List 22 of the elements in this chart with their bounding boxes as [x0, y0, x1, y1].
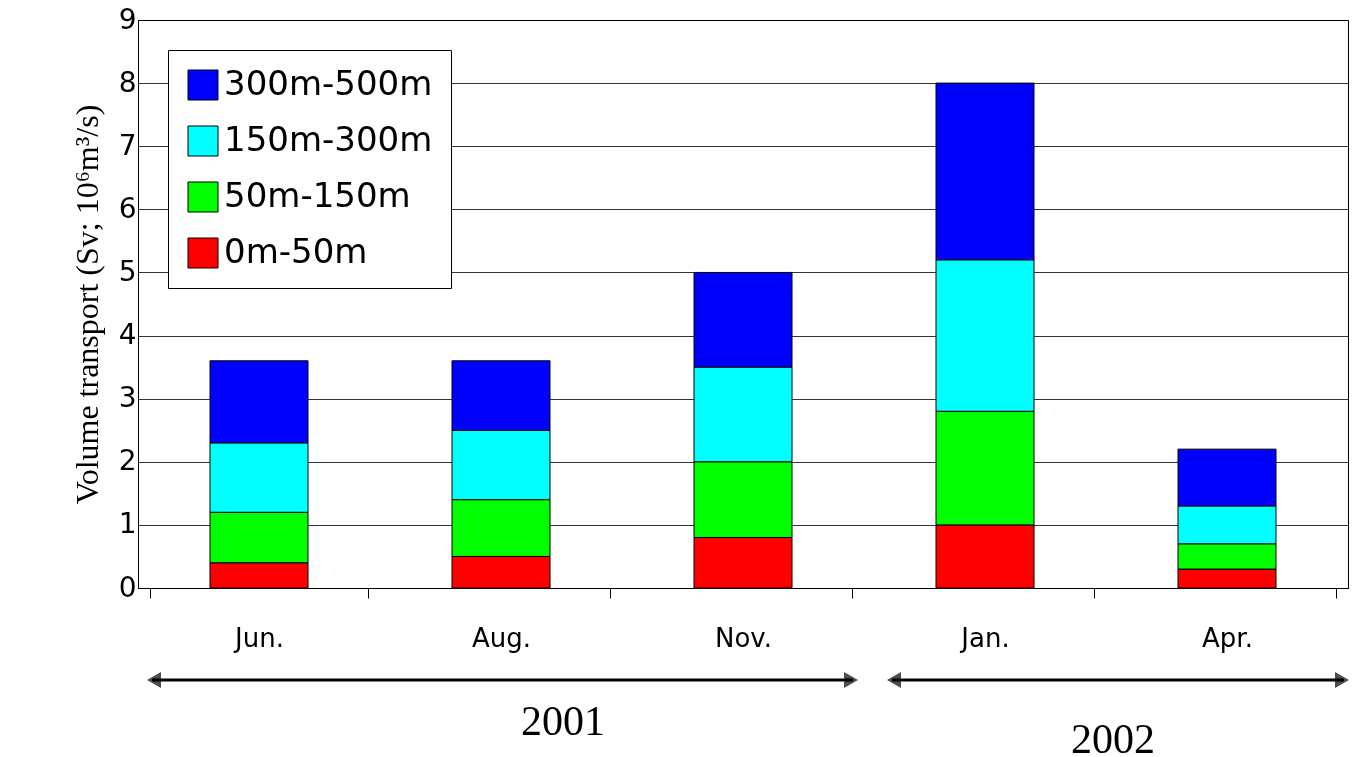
text: 2002 [1071, 716, 1155, 757]
x-tick-label: Apr. [1202, 622, 1253, 653]
y-tick-label: 9 [118, 2, 137, 36]
legend-label: 300m-500m [224, 63, 433, 103]
legend-label: 150m-300m [224, 119, 433, 159]
x-tick-label: Jan. [959, 622, 1010, 653]
x-tick-label: Aug. [471, 622, 532, 653]
x-tick-label: Jun. [233, 622, 284, 653]
y-tick-label: 6 [118, 191, 137, 225]
y-tick-label: 3 [118, 381, 137, 415]
y-tick-label: 2 [118, 444, 137, 478]
y-tick-label: 8 [118, 65, 137, 99]
y-tick-label: 1 [118, 507, 137, 541]
y-tick-label: 0 [118, 570, 137, 604]
y-tick-label: 5 [118, 254, 137, 288]
y-tick-label: 4 [118, 318, 137, 352]
y-tick-label: 7 [118, 128, 137, 162]
y-axis-title: Volume transport (Sv; 10⁶m³/s) [68, 104, 105, 505]
legend-label: 0m-50m [224, 231, 368, 271]
legend-label: 50m-150m [224, 175, 411, 215]
x-tick-label: Nov. [715, 622, 772, 653]
text: 2001 [521, 698, 605, 744]
